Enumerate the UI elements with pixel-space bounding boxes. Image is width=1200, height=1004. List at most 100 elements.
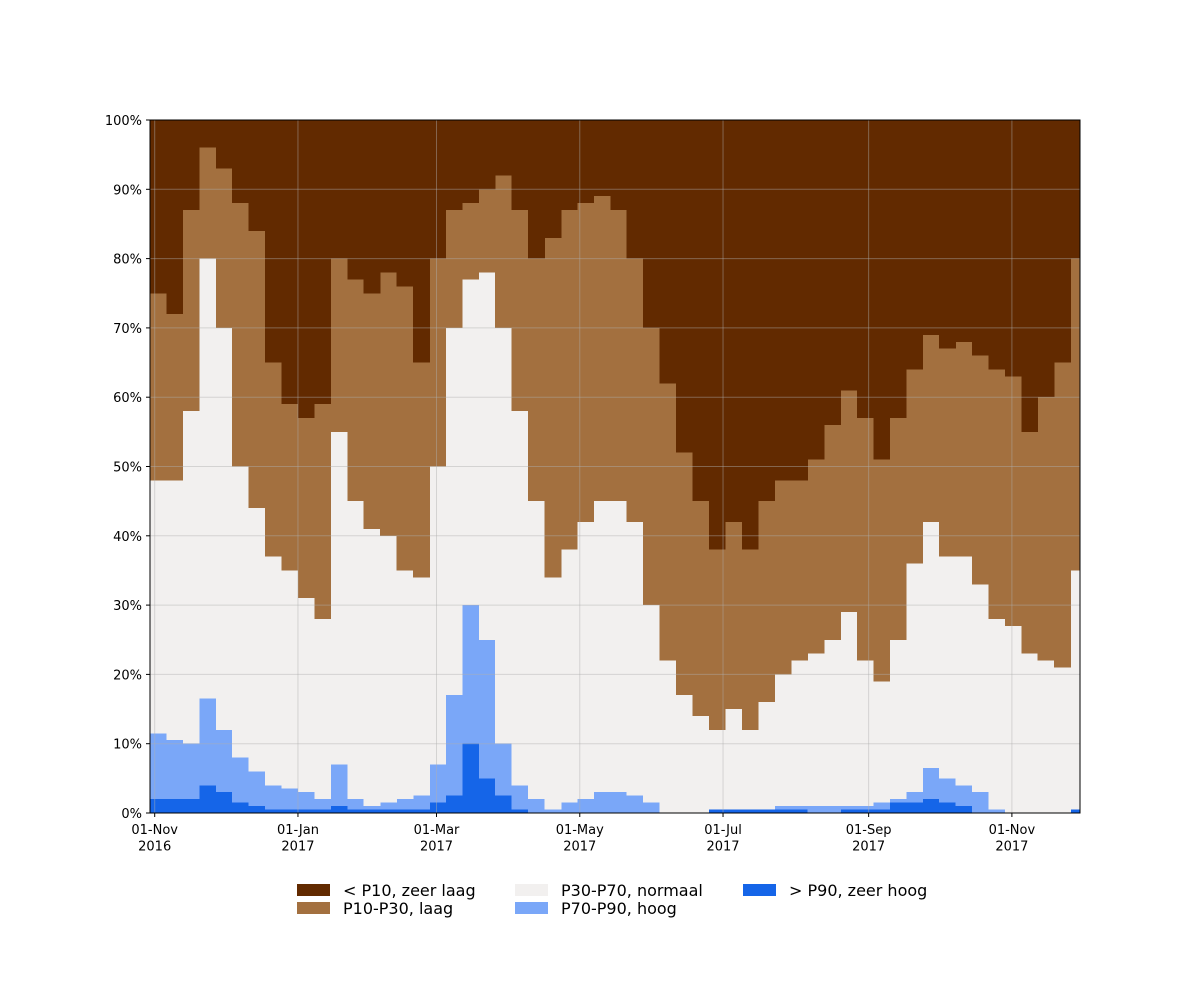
area-segment [807, 806, 825, 813]
area-segment [199, 785, 217, 813]
area-segment [840, 809, 858, 813]
area-segment [1004, 625, 1022, 813]
area-segment [462, 605, 480, 744]
area-segment [856, 806, 874, 810]
area-segment [330, 258, 348, 432]
area-segment [758, 702, 775, 810]
area-segment [791, 809, 808, 813]
area-segment [429, 764, 447, 803]
area-segment [560, 802, 578, 813]
area-segment [676, 452, 693, 696]
area-segment [692, 715, 710, 813]
area-segment [873, 120, 891, 460]
plot-area [150, 120, 1081, 813]
area-segment [889, 417, 907, 640]
area-segment [215, 327, 233, 730]
area-segment [314, 809, 332, 813]
area-segment [445, 120, 463, 211]
area-segment [774, 806, 792, 810]
area-segment [774, 674, 792, 807]
area-segment [199, 120, 217, 148]
area-segment [971, 792, 989, 813]
area-segment [347, 120, 365, 280]
area-segment [889, 639, 907, 800]
area-segment [1004, 120, 1022, 377]
legend-label: P30-P70, normaal [561, 881, 703, 900]
area-segment [774, 120, 792, 481]
area-segment [988, 120, 1006, 370]
legend-label: > P90, zeer hoog [789, 881, 927, 900]
legend-swatch [515, 902, 548, 914]
area-segment [314, 799, 332, 810]
area-segment [1037, 397, 1055, 661]
area-segment [495, 327, 512, 744]
area-segment [725, 709, 743, 810]
area-segment [659, 383, 677, 661]
area-segment [297, 809, 315, 813]
area-segment [577, 120, 595, 204]
legend-swatch [297, 902, 330, 914]
area-segment [1021, 120, 1039, 432]
area-segment [1037, 660, 1055, 813]
legend-swatch [743, 884, 776, 896]
area-segment [1070, 120, 1081, 259]
area-segment [610, 792, 628, 813]
area-segment [363, 528, 381, 807]
area-segment [413, 795, 430, 810]
area-segment [363, 806, 381, 810]
area-segment [265, 556, 282, 786]
x-tick-label: 01-Jan 2017 [277, 823, 319, 854]
area-segment [297, 792, 315, 810]
area-segment [643, 120, 660, 328]
area-segment [741, 809, 759, 813]
area-segment [478, 120, 496, 190]
area-segment [429, 802, 447, 813]
area-segment [347, 809, 365, 813]
area-segment [643, 802, 660, 813]
area-segment [215, 168, 233, 328]
area-segment [544, 809, 562, 813]
area-segment [856, 417, 874, 661]
area-segment [758, 809, 775, 813]
area-segment [626, 795, 644, 813]
area-segment [330, 120, 348, 259]
area-segment [248, 230, 266, 509]
area-segment [281, 570, 299, 789]
area-segment [182, 210, 200, 412]
area-segment [380, 272, 397, 536]
area-segment [774, 809, 792, 813]
area-segment [429, 258, 447, 467]
area-segment [232, 466, 249, 758]
area-segment [577, 521, 595, 800]
area-segment [182, 120, 200, 211]
area-segment [478, 639, 496, 779]
area-segment [363, 293, 381, 529]
area-segment [182, 411, 200, 744]
area-segment [939, 556, 956, 779]
area-segment [380, 535, 397, 803]
area-segment [232, 203, 249, 467]
area-segment [791, 806, 808, 810]
area-segment [528, 501, 545, 800]
area-segment [166, 740, 184, 800]
area-segment [889, 799, 907, 803]
area-segment [248, 508, 266, 772]
area-segment [248, 120, 266, 231]
y-tick-label: 40% [113, 530, 142, 545]
ticks: 0% 10% 20% 30% 40% 50% 60% 70% 80% 90% 100% 01-Nov 2… [105, 114, 1036, 854]
area-segment [544, 237, 562, 578]
area-segment [708, 120, 726, 550]
area-segment [380, 802, 397, 810]
area-segment [1054, 667, 1071, 813]
area-segment [626, 521, 644, 796]
area-segment [824, 639, 841, 807]
legend-label: P70-P90, hoog [561, 899, 677, 918]
area-segment [922, 120, 940, 335]
area-segment [741, 120, 759, 550]
area-segment [429, 120, 447, 259]
area-segment [528, 120, 545, 259]
area-segment [462, 120, 480, 204]
y-tick-label: 70% [113, 322, 142, 337]
area-segment [873, 681, 891, 803]
